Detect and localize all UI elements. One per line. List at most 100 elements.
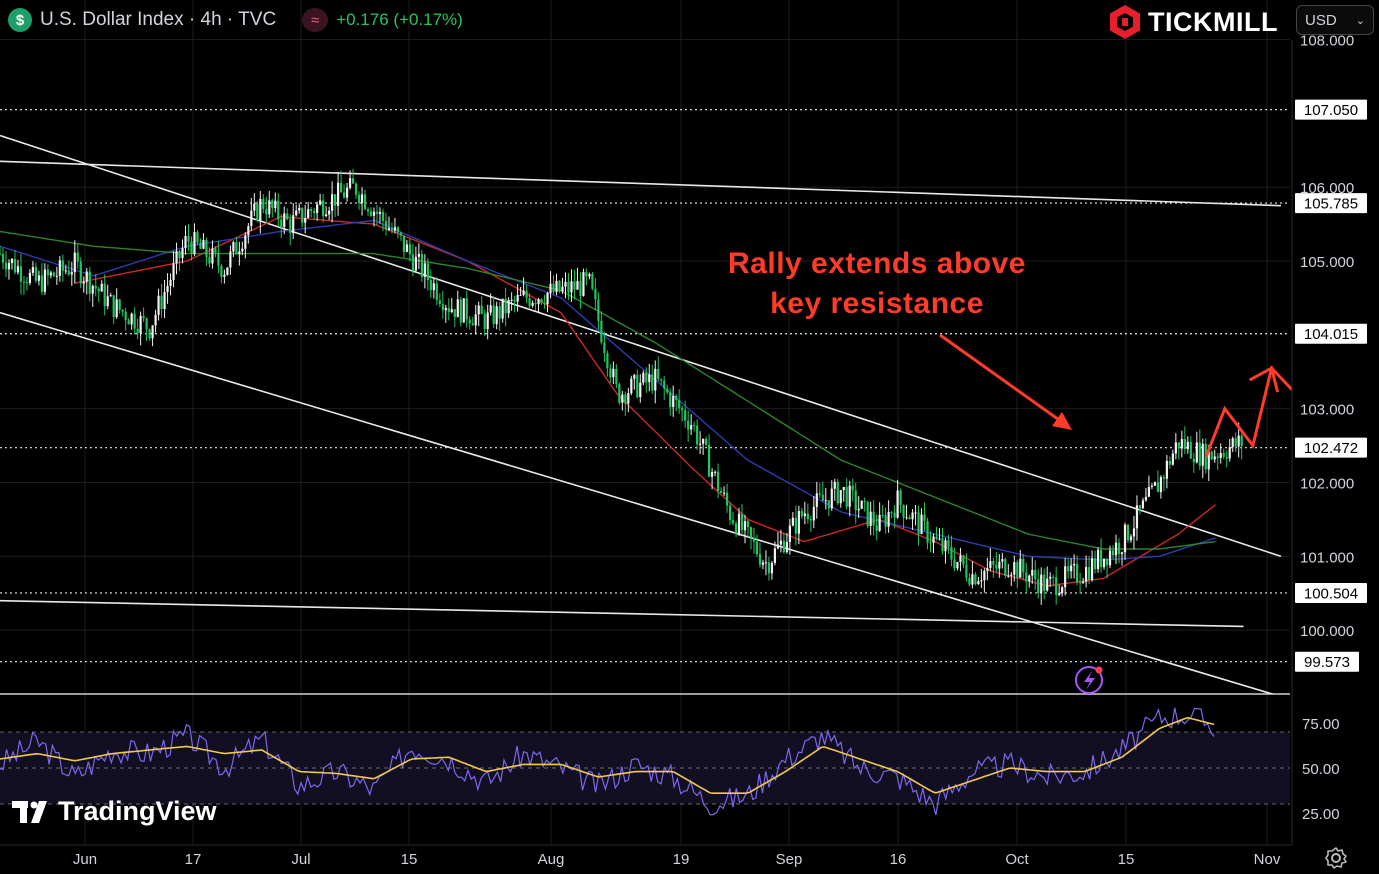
- candle-up: [672, 395, 675, 408]
- candle-up: [1058, 593, 1061, 595]
- candle-down: [402, 235, 406, 252]
- trendline: [0, 160, 1281, 207]
- candle-down: [208, 257, 211, 264]
- candle-up: [274, 200, 277, 209]
- candle-down: [1076, 564, 1079, 583]
- candle-down: [214, 248, 217, 253]
- price-label-text: 99.573: [1304, 654, 1350, 671]
- candle-up: [372, 211, 376, 216]
- candle-up: [232, 242, 235, 252]
- candle-down: [363, 194, 367, 210]
- candle-up: [920, 514, 923, 534]
- candle-down: [863, 500, 866, 502]
- candle-down: [465, 298, 468, 320]
- price-axis-bg: [1292, 0, 1379, 874]
- candle-down: [310, 209, 313, 212]
- candle-down: [890, 512, 893, 514]
- candle-down: [567, 281, 570, 293]
- candle-up: [70, 272, 73, 275]
- approx-equal-icon[interactable]: ≈: [302, 8, 329, 32]
- price-change: +0.176 (+0.17%): [336, 10, 463, 29]
- candle-down: [390, 228, 394, 231]
- candle-down: [453, 309, 456, 318]
- candle-up: [295, 210, 298, 216]
- gear-icon[interactable]: [1324, 846, 1348, 870]
- candle-up: [582, 272, 585, 296]
- candle-down: [1189, 441, 1192, 459]
- tradingview-watermark: TradingView: [12, 796, 217, 827]
- candle-up: [486, 312, 489, 330]
- candle-up: [690, 425, 693, 430]
- candle-up: [1090, 558, 1094, 580]
- candle-up: [331, 194, 334, 211]
- candle-up: [743, 521, 747, 531]
- candle-up: [1165, 460, 1168, 479]
- candle-down: [884, 515, 887, 527]
- candle-up: [633, 374, 636, 379]
- candle-down: [411, 254, 414, 271]
- candle-up: [229, 251, 232, 268]
- candle-down: [1126, 524, 1130, 541]
- candle-down: [534, 302, 537, 305]
- candle-up: [519, 294, 522, 296]
- candle-down: [1025, 572, 1028, 582]
- candle-down: [746, 521, 750, 528]
- candle-up: [770, 562, 774, 574]
- candle-down: [1004, 559, 1007, 577]
- candle-up: [489, 305, 492, 313]
- price-tick-label: 101.000: [1300, 549, 1354, 566]
- candle-up: [238, 251, 241, 255]
- candle-down: [196, 232, 199, 243]
- candle-down: [854, 490, 857, 511]
- candle-down: [301, 207, 304, 223]
- price-label-text: 104.015: [1304, 326, 1358, 343]
- candle-down: [1, 253, 5, 263]
- candle-down: [1043, 574, 1046, 591]
- time-tick-label: 16: [890, 851, 907, 868]
- candle-up: [100, 283, 103, 292]
- candle-down: [289, 219, 292, 234]
- candle-up: [710, 472, 714, 477]
- candle-up: [561, 286, 564, 292]
- candle-up: [417, 253, 420, 257]
- candle-down: [1067, 566, 1070, 572]
- candle-down: [728, 505, 732, 520]
- candle-down: [872, 511, 875, 526]
- candle-down: [1225, 456, 1228, 459]
- candle-up: [1007, 575, 1010, 577]
- lightning-icon[interactable]: [1075, 666, 1103, 694]
- candle-up: [1201, 443, 1204, 466]
- candle-up: [911, 512, 914, 520]
- candle-up: [307, 209, 310, 218]
- currency-select[interactable]: USD ⌄: [1296, 5, 1374, 35]
- candle-up: [764, 562, 768, 564]
- candle-up: [405, 244, 409, 252]
- candle-down: [1055, 577, 1058, 595]
- candle-up: [1153, 482, 1157, 486]
- candle-down: [178, 251, 181, 259]
- candle-down: [52, 272, 55, 277]
- candle-up: [166, 286, 169, 293]
- candle-up: [857, 508, 860, 511]
- candle-up: [722, 492, 726, 494]
- candle-down: [893, 512, 896, 518]
- candle-down: [603, 342, 606, 354]
- candle-up: [510, 299, 513, 301]
- candle-up: [58, 260, 61, 276]
- candle-up: [1123, 524, 1127, 553]
- candle-up: [444, 307, 447, 311]
- candle-down: [552, 283, 555, 292]
- candle-down: [669, 392, 672, 408]
- candle-down: [600, 320, 603, 343]
- candle-up: [1070, 565, 1073, 572]
- candle-up: [393, 227, 397, 231]
- candles: [0, 168, 1243, 605]
- candle-up: [109, 295, 112, 297]
- symbol-title[interactable]: U.S. Dollar Index · 4h · TVC: [40, 9, 277, 30]
- candle-down: [594, 288, 597, 300]
- candle-up: [91, 285, 94, 294]
- candle-up: [896, 490, 899, 518]
- candle-down: [1210, 451, 1213, 460]
- candle-down: [121, 309, 124, 312]
